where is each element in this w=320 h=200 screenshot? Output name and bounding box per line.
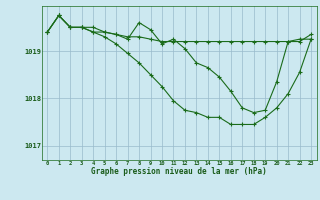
X-axis label: Graphe pression niveau de la mer (hPa): Graphe pression niveau de la mer (hPa) [91,167,267,176]
